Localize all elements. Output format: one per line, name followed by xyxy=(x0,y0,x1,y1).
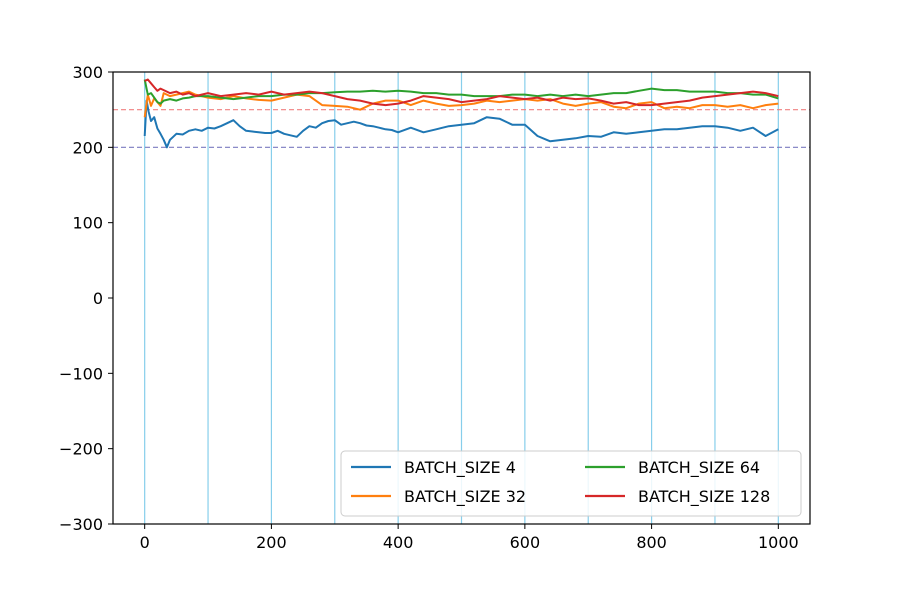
y-axis: −300 −200 −100 0 100 200 300 xyxy=(59,63,113,534)
y-tick-label: −100 xyxy=(59,364,103,383)
horizontal-reference-lines xyxy=(113,109,810,148)
x-tick-label: 600 xyxy=(510,533,541,552)
x-tick-label: 200 xyxy=(256,533,287,552)
y-tick-label: −200 xyxy=(59,440,103,459)
legend-label: BATCH_SIZE 32 xyxy=(404,487,526,507)
y-tick-label: 0 xyxy=(93,289,103,308)
series-line xyxy=(144,78,779,107)
series-line xyxy=(143,99,779,149)
legend-box xyxy=(340,450,802,517)
y-tick-label: −300 xyxy=(59,515,103,534)
x-tick-label: 400 xyxy=(383,533,414,552)
series-line xyxy=(143,79,779,105)
y-tick-label: 200 xyxy=(72,138,103,157)
x-tick-label: 800 xyxy=(636,533,667,552)
legend-label: BATCH_SIZE 64 xyxy=(638,458,760,478)
y-tick-label: 300 xyxy=(72,63,103,82)
x-tick-label: 1000 xyxy=(758,533,799,552)
x-axis: 0 200 400 600 800 1000 xyxy=(140,524,799,552)
x-tick-label: 0 xyxy=(140,533,150,552)
y-tick-label: 100 xyxy=(72,214,103,233)
legend-label: BATCH_SIZE 128 xyxy=(638,487,770,507)
legend-label: BATCH_SIZE 4 xyxy=(404,458,516,478)
legend: BATCH_SIZE 4 BATCH_SIZE 32 BATCH_SIZE 64 BA… xyxy=(340,450,802,517)
series-lines xyxy=(143,78,779,149)
